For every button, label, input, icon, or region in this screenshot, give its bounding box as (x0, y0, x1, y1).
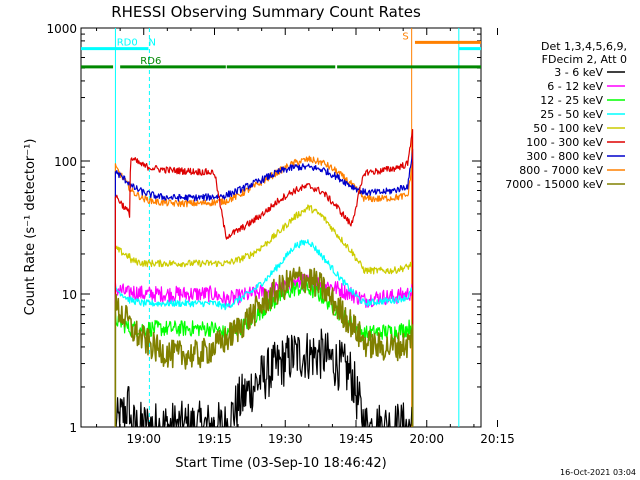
series-line (114, 328, 414, 427)
legend-entry: 800 - 7000 keV (519, 164, 603, 177)
flag-bar-label: RD0 (117, 38, 138, 49)
chart-title: RHESSI Observing Summary Count Rates (111, 3, 421, 21)
legend-entry: 6 - 12 keV (547, 80, 603, 93)
legend-entry: 12 - 25 keV (540, 94, 603, 107)
x-tick-label: 20:15 (480, 432, 515, 446)
footer-timestamp: 16-Oct-2021 03:04 (560, 468, 636, 477)
x-tick-label: 19:45 (339, 432, 374, 446)
x-tick-label: 19:30 (268, 432, 303, 446)
flag-bar-label: RD6 (140, 56, 161, 67)
legend-entry: 100 - 300 keV (526, 136, 603, 149)
legend-entry: 25 - 50 keV (540, 108, 603, 121)
legend-entry: 7000 - 15000 keV (505, 178, 603, 191)
plot-area: 19:00 19:15 19:30 19:45 20:00 20:15 1 10 100 1000… (46, 22, 515, 446)
y-tick-label: 1 (69, 421, 77, 435)
legend-header: Det 1,3,4,5,6,9, (541, 40, 627, 53)
data-layer (81, 28, 481, 427)
series-line (114, 204, 414, 427)
y-axis-label: Count Rate (s⁻¹ detector⁻¹) (23, 139, 38, 316)
series-line (114, 129, 414, 427)
flag-bar-label: N (148, 38, 155, 49)
plot-frame (80, 27, 482, 428)
series-line (114, 148, 414, 427)
x-axis-label: Start Time (03-Sep-10 18:46:42) (175, 456, 386, 471)
series-line (114, 239, 414, 427)
y-tick-label: 1000 (46, 22, 77, 36)
legend-entry: 300 - 800 keV (526, 150, 603, 163)
x-tick-label: 19:15 (197, 432, 232, 446)
y-tick-label: 100 (54, 155, 77, 169)
y-tick-label: 10 (62, 288, 77, 302)
legend-header: FDecim 2, Att 0 (542, 53, 627, 66)
legend: Det 1,3,4,5,6,9,FDecim 2, Att 03 - 6 keV… (505, 40, 627, 191)
x-tick-label: 20:00 (409, 432, 444, 446)
flag-bar-label: S (402, 31, 408, 42)
x-tick-label: 19:00 (126, 432, 161, 446)
series-line (114, 266, 414, 427)
legend-entry: 50 - 100 keV (533, 122, 603, 135)
legend-entry: 3 - 6 keV (554, 66, 603, 79)
